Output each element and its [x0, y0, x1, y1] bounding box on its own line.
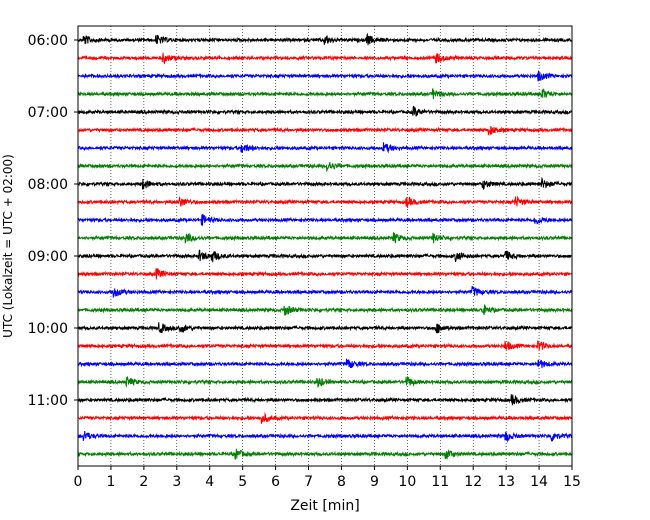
vertical-gridlines	[110, 26, 540, 466]
trace-1100	[77, 394, 573, 406]
trace-1015	[77, 340, 573, 351]
trace-1145	[77, 448, 573, 461]
y-tick-label: 07:00	[28, 105, 68, 121]
x-tick-label: 11	[431, 474, 449, 490]
x-tick-label: 10	[398, 474, 416, 490]
x-tick-label: 3	[172, 474, 181, 490]
y-tick-label: 10:00	[28, 321, 68, 337]
trace-1045	[77, 376, 573, 388]
x-tick-label: 6	[271, 474, 280, 490]
trace-1000	[77, 322, 573, 334]
trace-0630	[77, 70, 573, 82]
x-tick-label: 9	[370, 474, 379, 490]
trace-0745	[77, 162, 573, 173]
trace-0900	[77, 249, 573, 263]
trace-1115	[77, 411, 573, 424]
y-tick-label: 09:00	[28, 249, 68, 265]
y-tick-label: 08:00	[28, 177, 68, 193]
trace-0645	[77, 87, 573, 100]
trace-0800	[77, 176, 573, 190]
x-tick-label: 2	[139, 474, 148, 490]
y-tick-label: 06:00	[28, 33, 68, 49]
trace-0915	[77, 268, 573, 280]
x-tick-label: 0	[74, 474, 83, 490]
trace-0845	[77, 232, 573, 244]
trace-0730	[77, 142, 573, 154]
trace-0830	[77, 213, 573, 227]
x-tick-label: 14	[530, 474, 548, 490]
x-tick-label: 5	[238, 474, 247, 490]
x-tick-label: 12	[464, 474, 482, 490]
plot-frame	[77, 25, 573, 467]
x-axis-ticks: 0 1 2 3 4 5 6 7 8 9 10 11 12 13 14 15	[74, 466, 581, 490]
x-axis-label: Zeit [min]	[290, 498, 359, 514]
x-tick-label: 7	[304, 474, 313, 490]
trace-1030	[77, 358, 573, 369]
x-tick-label: 13	[497, 474, 515, 490]
trace-0600	[77, 32, 573, 46]
trace-0615	[77, 52, 573, 65]
x-tick-label: 1	[106, 474, 115, 490]
trace-1130	[77, 431, 573, 443]
y-axis-label: UTC (Lokalzeit = UTC + 02:00)	[1, 154, 15, 338]
trace-0715	[77, 126, 573, 136]
trace-0815	[77, 195, 573, 208]
x-tick-label: 8	[337, 474, 346, 490]
x-tick-label: 15	[563, 474, 581, 490]
y-axis-ticks: 06:00 07:00 08:00 09:00 10:00 11:00	[28, 33, 78, 409]
trace-0945	[77, 304, 573, 316]
trace-0700	[77, 105, 573, 117]
trace-0930	[77, 285, 573, 298]
x-tick-label: 4	[205, 474, 214, 490]
seismogram-traces	[77, 32, 573, 461]
y-tick-label: 11:00	[28, 393, 68, 409]
